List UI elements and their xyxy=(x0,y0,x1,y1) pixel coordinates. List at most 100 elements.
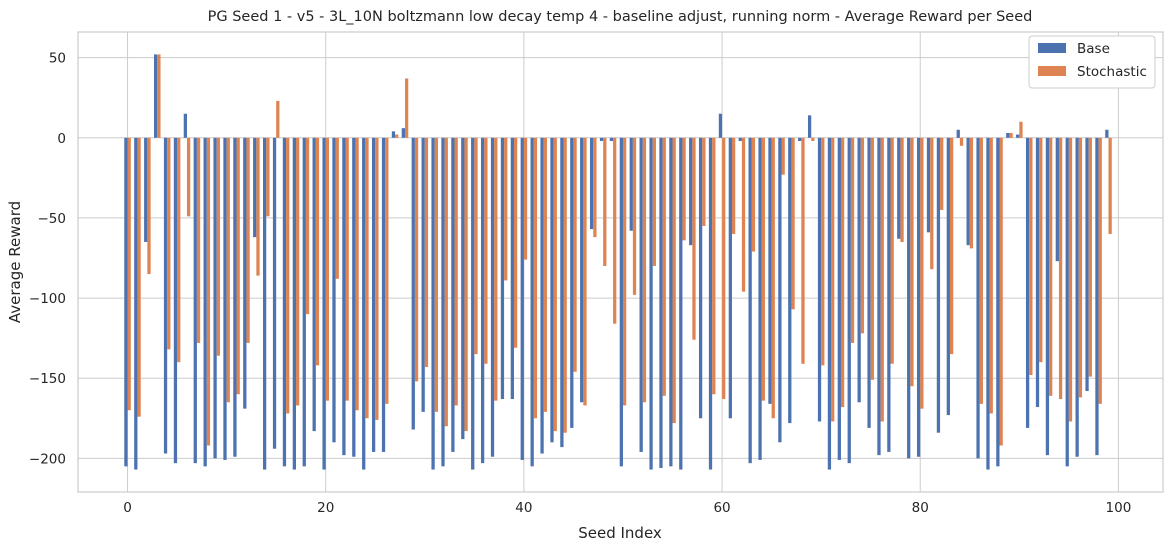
y-tick-label: −200 xyxy=(29,451,66,467)
bar-stochastic xyxy=(543,137,547,412)
bar-stochastic xyxy=(791,137,795,310)
bar-base xyxy=(679,137,683,470)
chart-title: PG Seed 1 - v5 - 3L_10N boltzmann low de… xyxy=(208,9,1033,25)
bar-stochastic xyxy=(484,137,488,364)
bar-base xyxy=(986,137,990,470)
bar-stochastic xyxy=(920,137,924,409)
bar-stochastic xyxy=(305,137,310,315)
bar-stochastic xyxy=(355,137,359,411)
bar-stochastic xyxy=(722,137,726,400)
bar-base xyxy=(788,137,792,424)
bar-stochastic xyxy=(989,137,993,414)
bar-stochastic xyxy=(404,78,409,138)
bar-stochastic xyxy=(1098,137,1102,404)
x-tick-label: 100 xyxy=(1106,500,1132,516)
bar-base xyxy=(391,131,396,138)
bar-base xyxy=(1025,137,1030,428)
bar-base xyxy=(520,137,524,460)
bar-base xyxy=(213,137,217,459)
bar-base xyxy=(322,137,326,470)
bar-stochastic xyxy=(295,137,300,406)
bar-stochastic xyxy=(513,137,518,348)
bar-base xyxy=(421,137,425,412)
bar-base xyxy=(332,137,336,443)
bar-stochastic xyxy=(672,137,676,424)
bar-stochastic xyxy=(801,137,805,364)
bar-base xyxy=(193,137,197,464)
bar-stochastic xyxy=(127,137,131,411)
bar-stochastic xyxy=(345,137,349,401)
bar-base xyxy=(451,137,455,452)
bar-stochastic xyxy=(494,137,498,401)
bar-base xyxy=(1055,137,1059,262)
bar-base xyxy=(540,137,544,454)
bar-stochastic xyxy=(375,137,379,420)
bar-stochastic xyxy=(811,137,815,141)
bar-base xyxy=(144,137,148,242)
bar-base xyxy=(798,137,802,141)
bar-stochastic xyxy=(147,137,151,275)
bar-base xyxy=(471,137,475,470)
bar-stochastic xyxy=(583,137,587,406)
bar-stochastic xyxy=(712,137,716,395)
bar-base xyxy=(312,137,316,432)
bar-base xyxy=(728,137,732,419)
bar-base xyxy=(847,137,851,464)
x-tick-label: 80 xyxy=(912,500,929,516)
bar-base xyxy=(758,137,762,460)
bar-stochastic xyxy=(959,137,964,146)
bar-stochastic xyxy=(236,137,240,395)
bar-base xyxy=(807,115,812,138)
bar-stochastic xyxy=(137,137,141,417)
bar-stochastic xyxy=(434,137,438,412)
bar-stochastic xyxy=(563,137,567,433)
bar-stochastic xyxy=(860,137,865,334)
bar-base xyxy=(1095,137,1099,456)
bar-base xyxy=(262,137,267,470)
bar-base xyxy=(827,137,832,470)
bar-stochastic xyxy=(642,137,647,403)
bar-base xyxy=(500,137,505,400)
bar-stochastic xyxy=(186,137,191,217)
bar-stochastic xyxy=(613,137,617,324)
x-tick-label: 40 xyxy=(515,500,532,516)
bar-base xyxy=(996,137,1000,467)
bar-stochastic xyxy=(603,137,607,267)
ticks: 0 20 40 60 80 100 50 0 −50 −100 −150 −200 xyxy=(29,51,1131,516)
bar-base xyxy=(441,137,445,467)
bar-base xyxy=(1085,137,1089,392)
bar-base xyxy=(203,137,207,467)
bar-base xyxy=(173,137,178,464)
bar-stochastic xyxy=(1058,137,1063,400)
bar-stochastic xyxy=(454,137,458,406)
bar-base xyxy=(352,137,356,457)
bar-base xyxy=(857,137,861,403)
bar-stochastic xyxy=(910,137,914,387)
bar-stochastic xyxy=(464,137,468,432)
bar-stochastic xyxy=(900,137,904,242)
bar-base xyxy=(480,137,485,464)
bar-stochastic xyxy=(1039,137,1043,363)
bar-stochastic xyxy=(315,137,320,366)
bar-base xyxy=(381,137,386,452)
bar-stochastic xyxy=(781,137,785,175)
bar-base xyxy=(580,137,584,403)
bar-stochastic xyxy=(1088,137,1092,377)
bar-base xyxy=(629,137,633,231)
bar-stochastic xyxy=(751,137,756,252)
bar-base xyxy=(976,137,980,459)
bar-stochastic xyxy=(632,137,637,295)
bar-stochastic xyxy=(682,137,686,241)
bar-stochastic xyxy=(949,137,954,355)
bar-base xyxy=(1006,132,1010,138)
bar-base xyxy=(401,128,405,138)
bar-base xyxy=(609,137,614,141)
bar-base xyxy=(748,137,752,464)
bar-stochastic xyxy=(1108,137,1112,234)
bar-base xyxy=(649,137,653,470)
bar-stochastic xyxy=(1078,137,1083,398)
bar-base xyxy=(371,137,376,452)
bar-stochastic xyxy=(444,137,448,427)
bar-stochastic xyxy=(850,137,855,343)
bar-stochastic xyxy=(969,137,974,249)
